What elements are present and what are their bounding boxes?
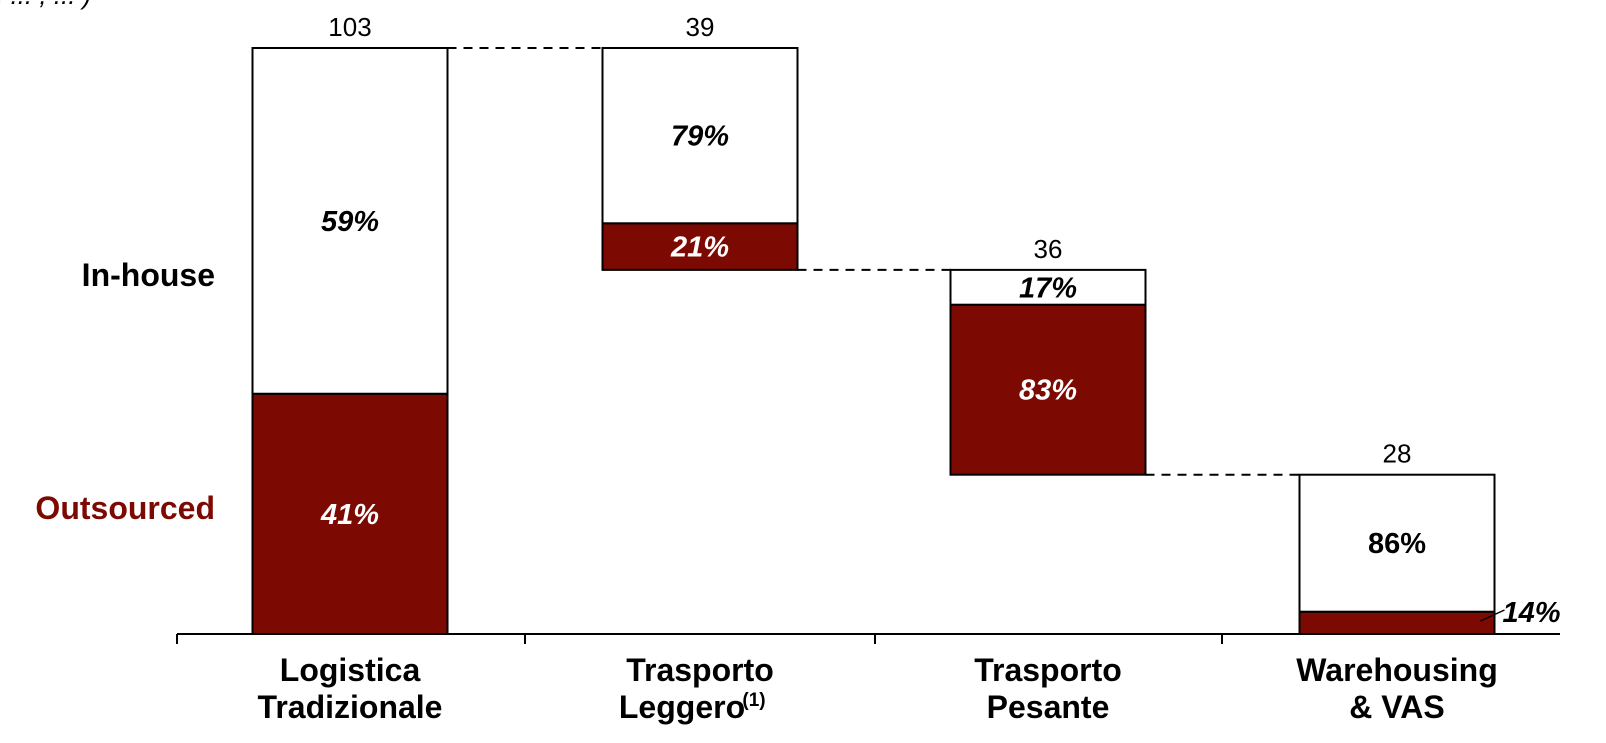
bar-inhouse: [1298, 473, 1496, 613]
inhouse-percent-label: 79%: [671, 121, 729, 153]
bar-inhouse: [601, 47, 799, 225]
total-label: 36: [1034, 234, 1063, 264]
bar-inhouse: [251, 47, 449, 395]
bars-group: [251, 47, 1496, 636]
header-fragment: , ... , ... ): [0, 0, 91, 10]
row-label-outsourced: Outsourced: [35, 490, 215, 526]
inhouse-percent-label: 59%: [321, 206, 379, 238]
category-label: Warehousing: [1296, 652, 1497, 688]
category-label: Logistica: [280, 652, 421, 688]
inhouse-percent-label: 86%: [1368, 528, 1426, 560]
category-label: Trasporto: [974, 652, 1122, 688]
outsourced-percent-label: 14%: [1503, 597, 1561, 629]
total-label: 103: [328, 12, 371, 42]
inhouse-percent-label: 17%: [1019, 272, 1077, 304]
leader-line: [1480, 609, 1505, 622]
bar-outsourced: [251, 392, 449, 635]
outsourced-percent-label: 41%: [320, 499, 379, 531]
row-label-inhouse: In-house: [82, 257, 215, 293]
category-label: Pesante: [987, 689, 1110, 725]
outsourced-percent-label: 21%: [670, 232, 729, 264]
outsourced-percent-label: 83%: [1019, 375, 1077, 407]
x-axis: LogisticaTradizionaleTrasportoLeggero(1)…: [176, 633, 1560, 725]
labels-group: 103 59% 41% 39 79% 21% 36 17% 83% 28 86% 14%: [320, 12, 1561, 629]
category-label: Leggero: [619, 689, 745, 725]
connector-lines: [447, 47, 1300, 476]
category-label: & VAS: [1349, 689, 1444, 725]
category-label: Trasporto: [626, 652, 774, 688]
total-label: 28: [1383, 439, 1412, 469]
total-label: 39: [686, 12, 715, 42]
bar-outsourced: [601, 222, 799, 271]
category-label: Tradizionale: [258, 689, 443, 725]
bar-outsourced: [1298, 610, 1496, 636]
footnote-marker: (1): [742, 690, 765, 711]
bar-inhouse: [949, 268, 1147, 306]
